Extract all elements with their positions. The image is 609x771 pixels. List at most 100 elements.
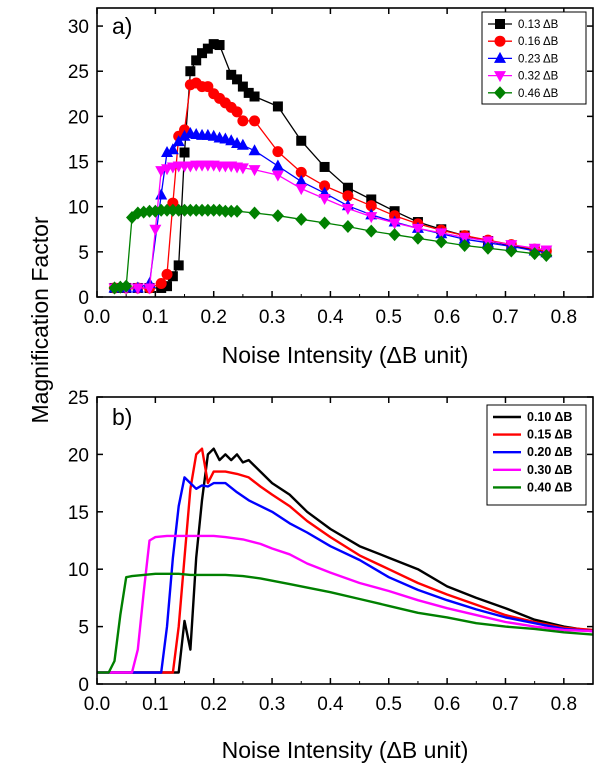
x-tick-label: 0.8 (551, 307, 577, 328)
x-axis-title: Noise Intensity (ΔB unit) (222, 737, 469, 763)
y-tick-label: 5 (78, 618, 89, 639)
x-tick-label: 0.4 (317, 694, 344, 715)
series-3 (108, 160, 553, 295)
data-point (167, 271, 178, 282)
data-point (155, 188, 168, 200)
series-line (97, 572, 593, 674)
data-point (341, 220, 354, 234)
data-point (232, 74, 243, 85)
x-tick-label: 0.3 (259, 694, 285, 715)
legend-label: 0.40 ΔB (527, 480, 572, 494)
y-tick-label: 0 (78, 675, 89, 696)
data-point (248, 144, 261, 156)
data-point (143, 283, 156, 295)
data-point (249, 91, 260, 102)
data-point (295, 174, 308, 186)
plot-frame (96, 396, 594, 685)
data-point (237, 115, 249, 127)
x-tick-label: 0.0 (84, 694, 110, 715)
y-tick-label: 25 (68, 388, 89, 409)
series-2 (97, 476, 593, 674)
legend: 0.10 ΔB 0.15 ΔB 0.20 ΔB 0.30 ΔB 0.40 ΔB (486, 404, 587, 506)
legend-label: 0.23 ΔB (518, 53, 559, 65)
data-point (342, 190, 354, 202)
data-point (191, 55, 202, 66)
x-tick-label: 0.5 (376, 694, 402, 715)
legend-marker (494, 35, 506, 47)
data-point (295, 212, 308, 226)
data-point (505, 244, 518, 258)
data-point (341, 203, 354, 215)
legend: 0.13 ΔB 0.16 ΔB 0.23 ΔB 0.32 ΔB 0.46 ΔB (481, 11, 587, 105)
y-tick-label: 25 (68, 62, 89, 83)
data-point (271, 209, 284, 223)
data-point (202, 43, 213, 54)
data-point (248, 206, 261, 220)
data-point (318, 194, 331, 206)
data-point (319, 161, 330, 172)
y-axis-title: Magnification Factor (27, 216, 53, 423)
x-tick-label: 0.0 (84, 307, 110, 328)
data-point (435, 228, 448, 240)
data-point (162, 281, 173, 292)
x-tick-label: 0.6 (434, 307, 460, 328)
data-point (295, 166, 307, 178)
data-point (271, 170, 284, 182)
legend-marker (494, 71, 506, 83)
y-tick-label: 20 (68, 445, 89, 466)
x-tick-label: 0.7 (492, 307, 518, 328)
x-tick-label: 0.4 (317, 307, 344, 328)
data-point (120, 279, 133, 293)
panel-b: 0.0 0.1 0.2 0.3 0.4 0.5 0.6 0.7 0.8 0 5 10 15 20 25 b) N… (68, 388, 594, 763)
data-point (161, 268, 173, 280)
data-point (365, 212, 378, 224)
x-tick-label: 0.8 (551, 694, 577, 715)
data-point (248, 165, 261, 177)
data-point (197, 48, 208, 59)
panel-label: a) (112, 13, 132, 39)
x-tick-label: 0.2 (200, 307, 226, 328)
data-point (435, 235, 448, 249)
x-axis-title: Noise Intensity (ΔB unit) (222, 342, 469, 368)
data-point (365, 200, 377, 212)
series-4 (108, 203, 553, 295)
data-point (411, 231, 424, 245)
data-point (528, 247, 541, 261)
data-point (231, 204, 244, 218)
y-tick-label: 10 (68, 198, 89, 219)
data-point (226, 69, 237, 80)
series-3 (97, 534, 593, 674)
legend-label: 0.15 ΔB (527, 428, 572, 442)
series-line (97, 534, 593, 674)
y-tick-label: 0 (78, 288, 89, 309)
series-0 (97, 447, 593, 674)
data-point (295, 184, 308, 196)
y-tick-label: 15 (68, 153, 89, 174)
data-point (458, 232, 471, 244)
data-point (365, 224, 378, 238)
data-point (458, 239, 471, 253)
x-tick-label: 0.1 (142, 307, 168, 328)
legend-label: 0.10 ΔB (527, 410, 572, 424)
data-point (237, 81, 248, 92)
panel-label: b) (112, 404, 132, 430)
legend-label: 0.13 ΔB (518, 19, 559, 31)
data-point (167, 197, 179, 209)
y-tick-label: 30 (68, 17, 89, 38)
data-point (540, 248, 553, 262)
series-1 (97, 447, 593, 674)
legend-label: 0.30 ΔB (527, 463, 572, 477)
series-line (97, 447, 593, 674)
data-point (208, 39, 219, 50)
x-tick-label: 0.2 (200, 694, 226, 715)
legend-marker (494, 86, 506, 100)
data-point (131, 283, 144, 295)
data-point (271, 159, 284, 171)
data-point (236, 138, 249, 150)
data-point (342, 182, 353, 193)
legend-marker (494, 51, 506, 63)
data-point (231, 106, 243, 118)
series-4 (97, 572, 593, 674)
data-point (319, 180, 331, 192)
